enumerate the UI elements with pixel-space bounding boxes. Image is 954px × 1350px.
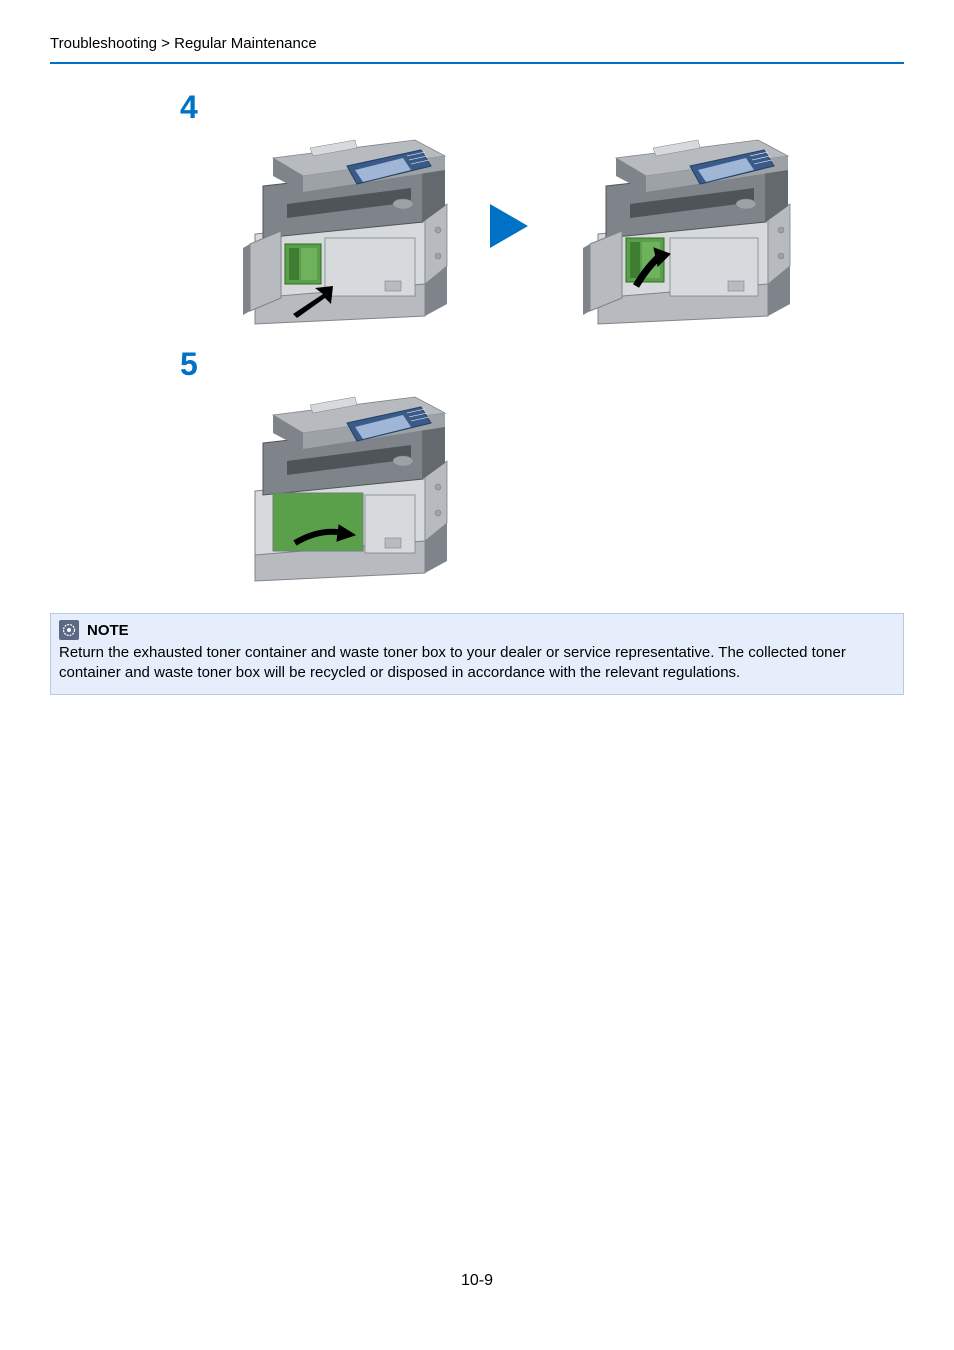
note-body: Return the exhausted toner container and… bbox=[51, 643, 903, 694]
header-rule bbox=[50, 62, 904, 64]
arrow-separator bbox=[490, 204, 528, 248]
note-box: NOTE Return the exhausted toner containe… bbox=[50, 613, 904, 695]
step-number-4: 4 bbox=[180, 89, 904, 126]
printer-figure-4a bbox=[215, 126, 460, 326]
printer-figure-5 bbox=[215, 383, 460, 583]
step-5: 5 bbox=[50, 346, 904, 583]
note-title: NOTE bbox=[87, 622, 129, 639]
note-icon bbox=[59, 620, 79, 640]
page-number: 10-9 bbox=[0, 1272, 954, 1290]
step-number-5: 5 bbox=[180, 346, 904, 383]
printer-figure-4b bbox=[558, 126, 803, 326]
breadcrumb: Troubleshooting > Regular Maintenance bbox=[50, 35, 904, 52]
step-4: 4 bbox=[50, 89, 904, 326]
